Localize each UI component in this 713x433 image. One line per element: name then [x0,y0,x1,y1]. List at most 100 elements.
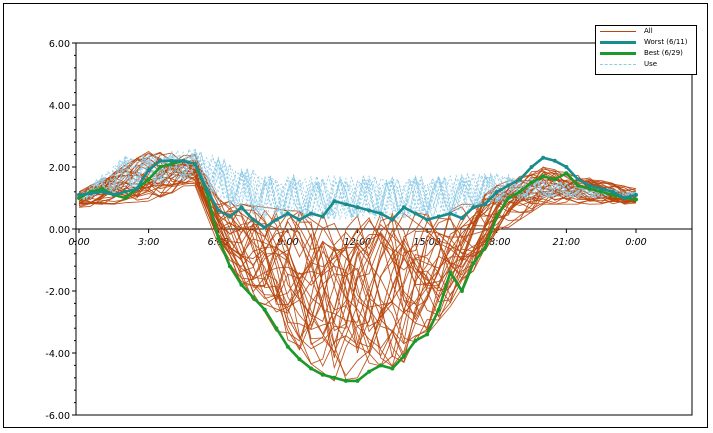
worst-series-point [541,155,546,160]
y-tick-label: -2.00 [45,287,70,298]
best-series-point [355,378,360,383]
use-series-line [78,152,637,222]
best-series-point [367,369,372,374]
best-series-point [436,307,441,312]
worst-series-point [123,189,128,194]
worst-series-point [262,225,267,230]
worst-series-point [529,165,534,169]
best-series-point [297,357,302,362]
use-series-line [78,152,637,219]
use-series-line [78,151,637,220]
legend-label-all: All [644,27,653,35]
x-tick-label: 9:00 [277,237,298,248]
worst-series-point [285,211,290,216]
x-tick-label: 3:00 [138,237,159,248]
worst-series-point [181,158,186,163]
best-series-point [227,264,232,269]
y-tick-label: 4.00 [49,101,70,112]
x-tick-label: 0:00 [625,237,646,248]
plot-area [75,42,693,416]
legend-swatch-worst [600,41,636,44]
legend-item-use: Use [596,59,696,70]
worst-series-point [622,196,627,200]
best-series-point [285,344,290,349]
all-series-line [78,152,637,354]
best-series-point [634,197,638,202]
worst-series-point [494,189,499,194]
worst-series-point [587,183,592,188]
x-tick-label: 6:00 [208,237,229,248]
worst-series-point [367,208,372,213]
best-series-point [378,363,383,368]
all-series-line [78,165,637,330]
worst-series-point [401,205,406,210]
y-tick-label: -4.00 [45,349,70,360]
use-series-line [78,148,637,220]
worst-series-point [378,211,383,216]
worst-series-point [135,186,140,191]
use-series-line [78,151,637,220]
best-series-point [517,189,522,194]
best-series-point [564,171,569,176]
worst-series-point [169,158,174,163]
best-series-point [123,196,128,200]
legend-label-worst: Worst (6/11) [644,38,688,46]
best-series-point [610,192,615,197]
all-series-line [78,179,637,377]
use-series-line [78,149,637,220]
best-series-point [483,245,488,250]
best-series-point [529,180,534,185]
worst-series-point [158,158,163,163]
worst-series-point [320,214,325,219]
all-series-line [78,163,637,380]
y-axis: 6.00 4.00 2.00 0.00 -2.00 -4.00 -6.00 [45,39,76,422]
use-series-line [78,151,637,221]
best-series-point [494,214,499,219]
worst-series-point [100,189,105,194]
x-tick-label: 0:00 [68,237,89,248]
legend-item-best: Best (6/29) [596,48,696,59]
best-series-point [599,189,604,194]
legend-swatch-best [600,52,636,55]
best-series-point [100,186,105,191]
best-series-point [251,295,256,300]
best-series-point [343,378,348,383]
best-series-point [239,282,244,287]
use-series-line [78,150,637,222]
worst-series-point [575,177,580,182]
worst-series-point [88,191,93,196]
all-series-line [78,161,637,364]
worst-series-point [274,217,279,222]
worst-series-point [471,205,476,210]
worst-series-point [251,217,256,222]
y-tick-label: 0.00 [49,225,70,236]
best-series-point [216,236,221,241]
worst-series-point [227,214,232,219]
legend-label-use: Use [644,60,658,68]
worst-series-point [111,192,116,197]
worst-series-point [297,217,302,222]
worst-series-point [459,216,464,221]
best-series-point [274,326,279,331]
worst-series-point [309,211,314,216]
worst-series-point [634,192,638,197]
best-series-point [552,177,557,182]
worst-series-point [343,202,348,207]
worst-series-point [483,202,488,207]
worst-series-point [413,211,418,216]
y-tick-label: 6.00 [49,39,70,50]
worst-series-point [448,211,453,216]
best-series-point [541,174,546,179]
worst-series-point [146,168,151,173]
worst-series-point [216,208,221,213]
best-series-point [320,372,325,377]
best-series-point [425,332,430,337]
worst-series-point [193,161,198,166]
legend: All Worst (6/11) Best (6/29) Use [595,25,697,75]
legend-item-all: All [596,26,696,37]
best-series-point [413,338,418,343]
best-series-point [262,307,267,312]
legend-label-best: Best (6/29) [644,49,683,57]
legend-swatch-all [600,31,636,32]
worst-series-point [355,205,360,210]
